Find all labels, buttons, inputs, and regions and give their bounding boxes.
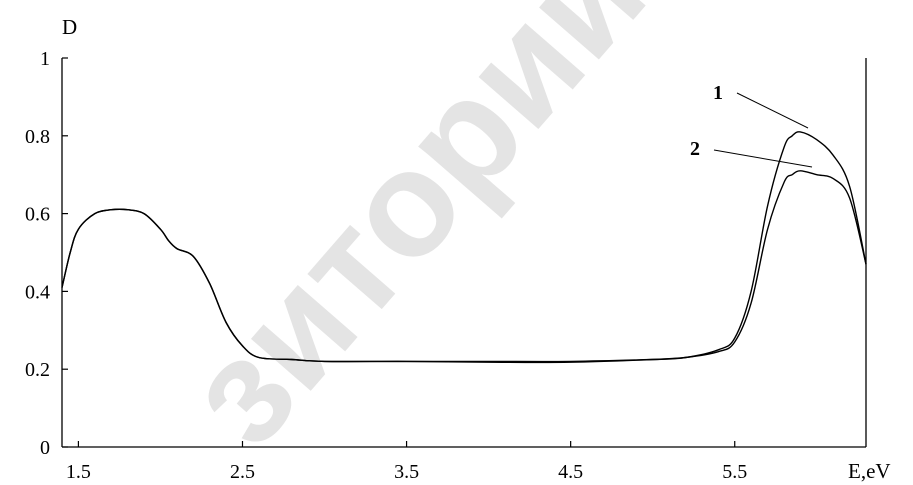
x-tick-label: 4.5 (558, 461, 583, 483)
x-axis-label: E,eV (848, 459, 891, 483)
watermark-text: зиторий (152, 0, 676, 476)
y-tick-label: 1 (40, 48, 50, 70)
curve-2-label: 2 (690, 138, 700, 160)
x-tick-label: 1.5 (66, 461, 91, 483)
y-tick-label: 0.4 (25, 281, 50, 303)
x-tick-label: 5.5 (722, 461, 747, 483)
curves-group (61, 131, 867, 364)
y-tick-label: 0 (40, 437, 50, 459)
y-tick-label: 0.8 (25, 126, 50, 148)
y-axis-label: D (62, 15, 77, 39)
x-tick-label: 3.5 (394, 461, 419, 483)
y-tick-label: 0.6 (25, 204, 50, 226)
curve-1-label: 1 (713, 82, 723, 104)
y-tick-label: 0.2 (25, 359, 50, 381)
axis-ticks: 0 0.2 0.4 0.6 0.8 1 1.5 2.5 3.5 4.5 5.5 (25, 48, 747, 483)
x-tick-label: 2.5 (230, 461, 255, 483)
curve-1-leader (736, 92, 809, 129)
curve-2-leader (713, 149, 813, 168)
series-2-line (61, 170, 867, 364)
